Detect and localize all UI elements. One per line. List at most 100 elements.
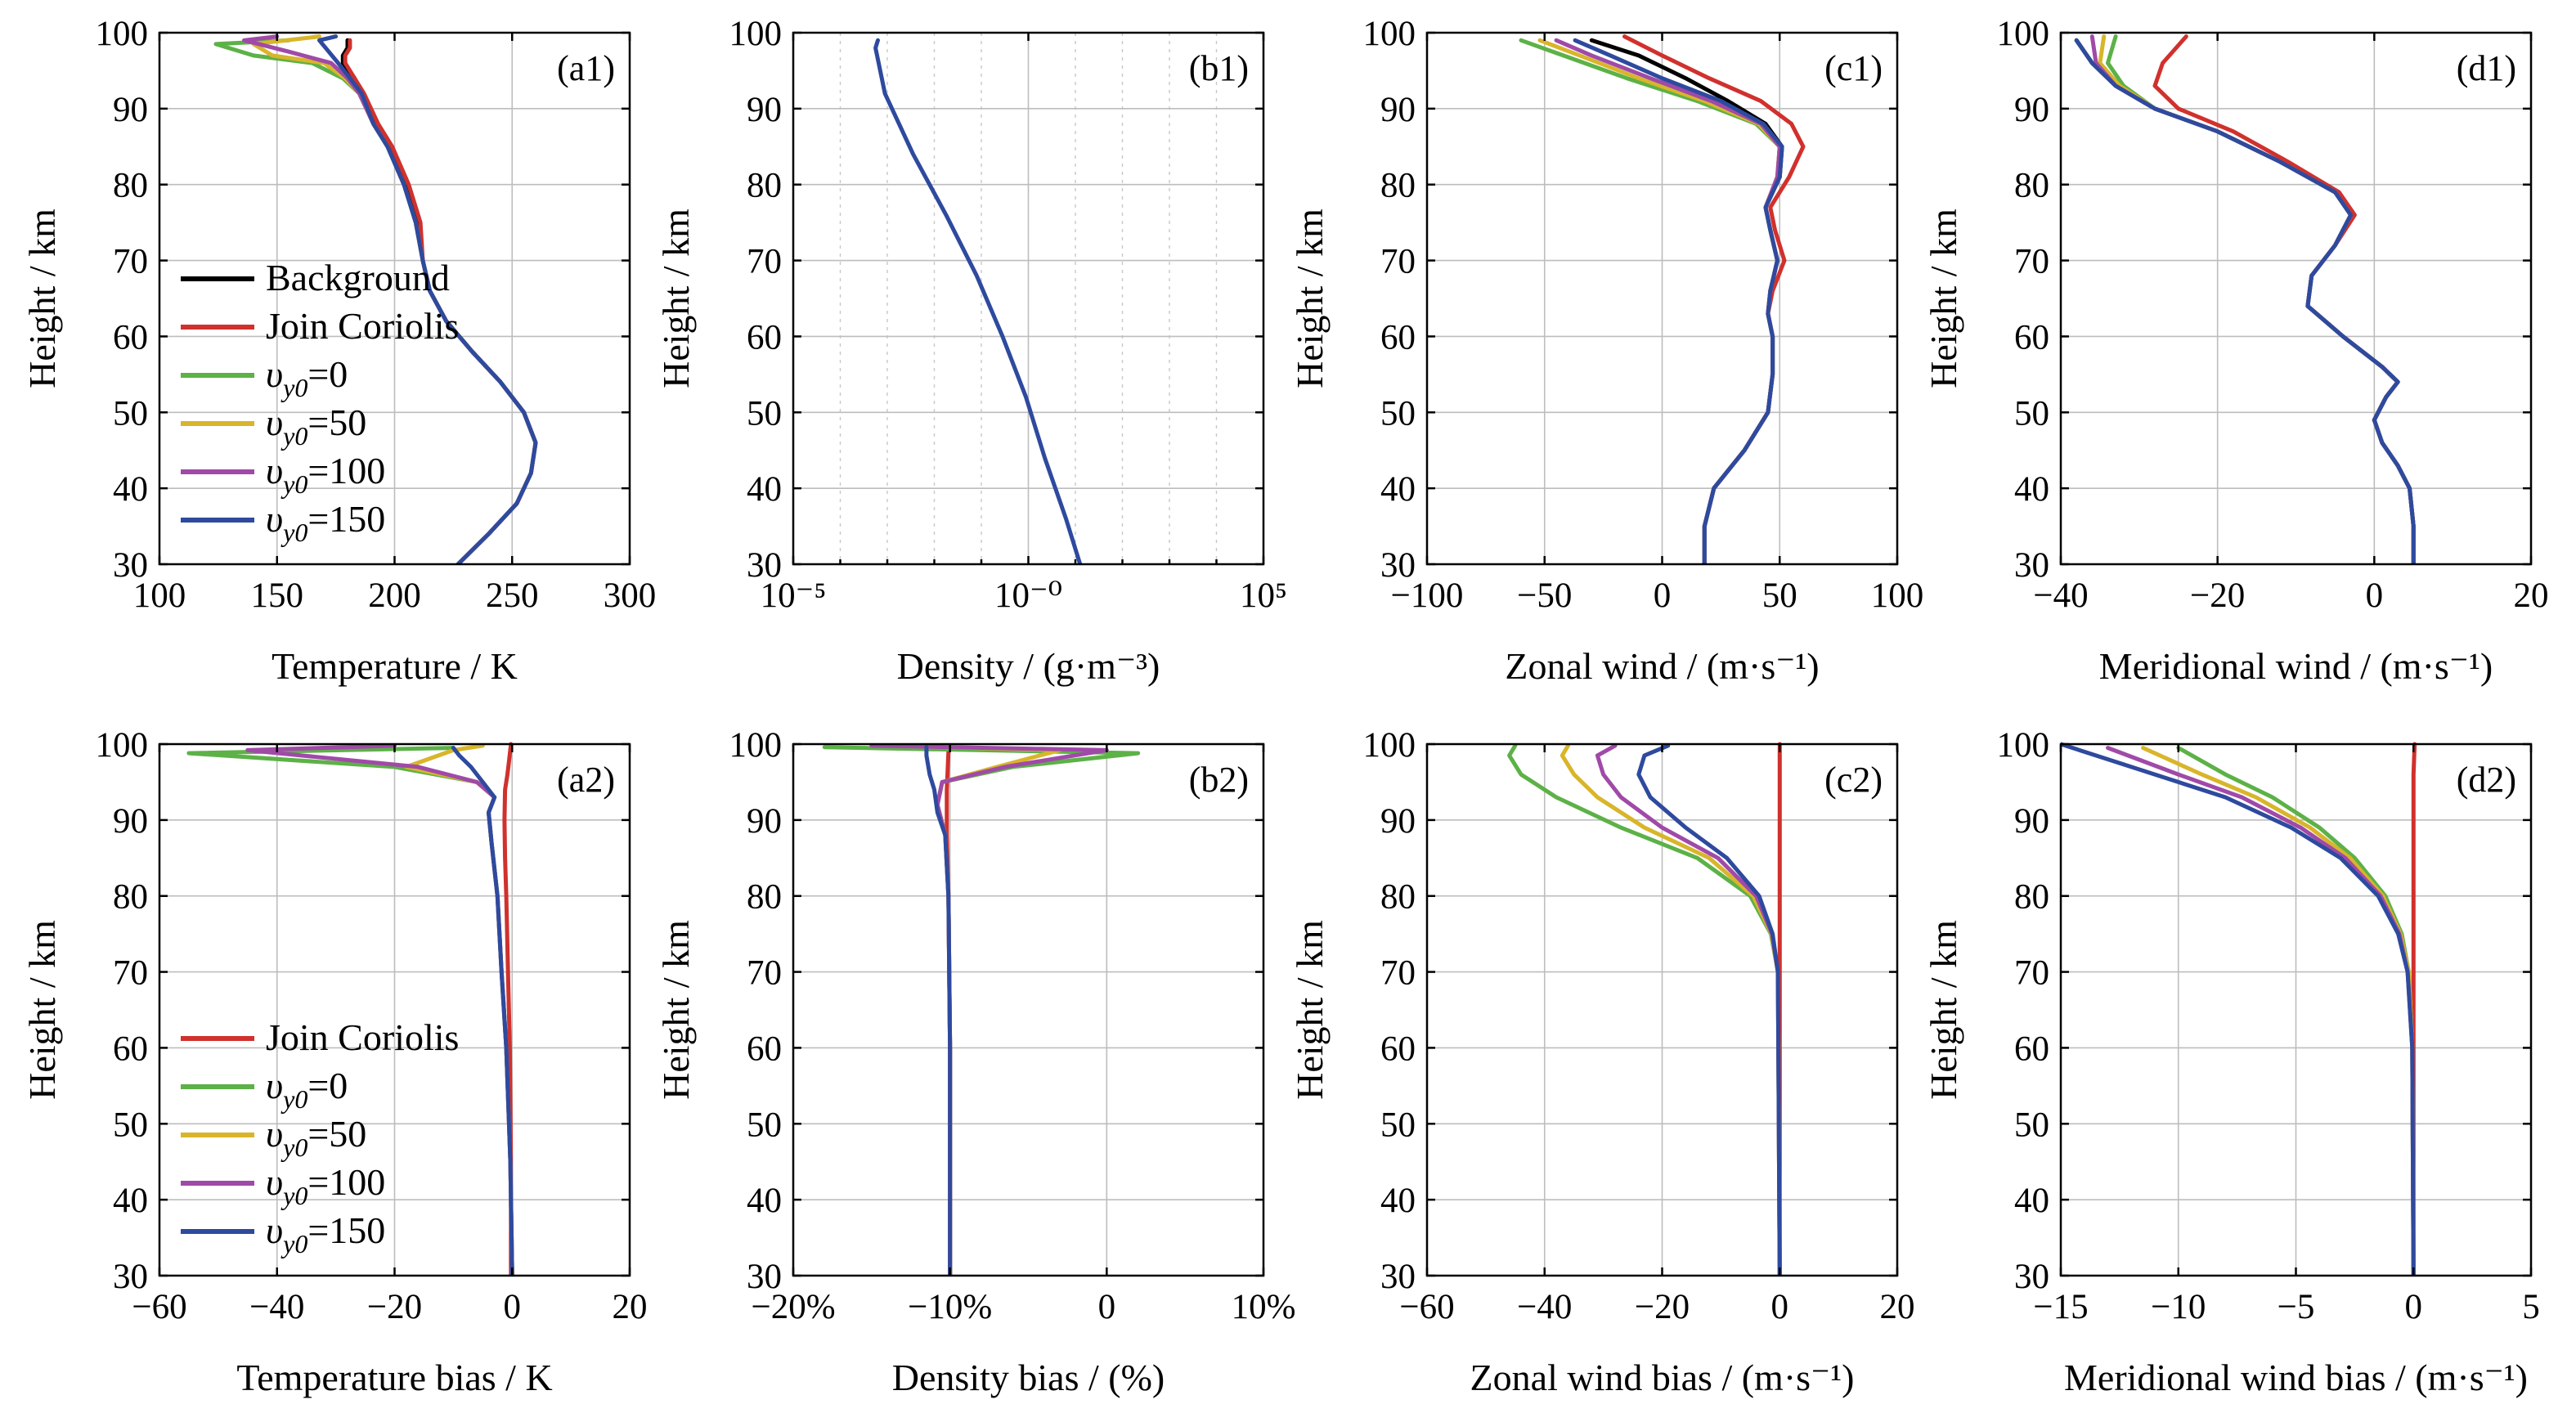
legend-tail-text: =100 — [307, 1161, 385, 1203]
series-line-vy0-150 — [2061, 742, 2416, 1276]
y-tick-label: 60 — [747, 318, 782, 357]
y-tick-label: 30 — [2014, 1258, 2049, 1296]
legend-main-text: υ — [266, 498, 283, 540]
y-tick-label: 100 — [729, 15, 783, 53]
legend-main-text: Background — [266, 257, 450, 298]
y-axis-label: Height / km — [655, 209, 697, 388]
y-tick-label: 50 — [2014, 1106, 2049, 1144]
panel-c2: −60 −40 −20 0 20 30 40 50 60 70 80 90 100 Zonal wind … — [1289, 726, 1915, 1398]
legend-main-text: υ — [266, 450, 283, 491]
x-tick-label: 150 — [251, 576, 304, 615]
series-line-vy0-50 — [2098, 34, 2416, 564]
series-line-vy0-0 — [1519, 38, 1782, 564]
series-line-vy0-150 — [2074, 38, 2416, 564]
y-tick-label: 80 — [1380, 167, 1416, 205]
y-tick-label: 50 — [1380, 394, 1416, 433]
legend-tail-text: =0 — [307, 1065, 348, 1106]
y-tick-label: 70 — [747, 954, 782, 993]
y-axis-label: Height / km — [1923, 209, 1964, 388]
series-line-vy0-50 — [404, 743, 514, 1276]
panel-label: (c2) — [1824, 760, 1883, 800]
y-tick-label: 50 — [113, 394, 148, 433]
x-tick-label: −5 — [2278, 1288, 2315, 1326]
legend-subscript: y0 — [280, 518, 307, 547]
x-tick-label: 300 — [604, 576, 657, 615]
series-line-vy0-100 — [2089, 34, 2416, 564]
y-tick-label: 90 — [2014, 91, 2049, 129]
y-tick-label: 40 — [747, 1182, 782, 1220]
y-axis-label: Height / km — [655, 920, 697, 1100]
plot-frame — [2059, 31, 2533, 566]
y-tick-label: 40 — [747, 470, 782, 509]
x-tick-label: −50 — [1517, 576, 1572, 615]
y-tick-label: 30 — [113, 546, 148, 585]
x-tick-label: 10⁻⁰ — [994, 576, 1062, 615]
y-tick-label: 80 — [2014, 878, 2049, 917]
legend-main-text: υ — [266, 1209, 283, 1251]
legend-main-text: Join Coriolis — [266, 1016, 459, 1058]
panel-c1: −100 −50 0 50 100 30 40 50 60 70 80 90 100 Zonal wind… — [1289, 15, 1923, 687]
y-tick-label: 30 — [2014, 546, 2049, 585]
y-tick-label: 60 — [2014, 1029, 2049, 1068]
y-tick-label: 70 — [1380, 954, 1416, 993]
y-tick-label: 100 — [1363, 726, 1416, 765]
y-tick-label: 70 — [2014, 243, 2049, 281]
panel-label: (b1) — [1189, 48, 1249, 88]
y-tick-label: 90 — [2014, 802, 2049, 841]
x-tick-label: −40 — [1517, 1288, 1572, 1326]
y-tick-label: 90 — [1380, 802, 1416, 841]
y-tick-label: 30 — [113, 1258, 148, 1296]
legend-tail-text: =50 — [307, 1113, 366, 1155]
y-tick-label: 30 — [1380, 546, 1416, 585]
x-tick-label: −60 — [132, 1288, 186, 1326]
x-tick-label: 0 — [1771, 1288, 1789, 1326]
series-line-vy0-150 — [317, 34, 538, 564]
panel-label: (c1) — [1824, 48, 1883, 88]
x-axis-label: Density / (g·m⁻³) — [897, 645, 1160, 687]
panel-label: (a1) — [557, 48, 615, 88]
y-tick-label: 50 — [2014, 394, 2049, 433]
y-tick-label: 90 — [747, 802, 782, 841]
series-line-vy0-100 — [869, 743, 1109, 1276]
y-tick-label: 60 — [2014, 318, 2049, 357]
y-tick-label: 80 — [113, 167, 148, 205]
legend-main-text: υ — [266, 1065, 283, 1106]
y-tick-label: 80 — [747, 878, 782, 917]
x-tick-label: −40 — [2033, 576, 2088, 615]
y-tick-label: 50 — [747, 1106, 782, 1144]
legend-subscript: y0 — [280, 1229, 307, 1258]
y-tick-label: 60 — [1380, 318, 1416, 357]
y-tick-label: 30 — [747, 546, 782, 585]
y-tick-label: 40 — [113, 470, 148, 509]
y-tick-label: 70 — [2014, 954, 2049, 993]
panel-d1: −40 −20 0 20 30 40 50 60 70 80 90 100 Meridional win… — [1923, 15, 2549, 687]
legend-entry: υy0=0 — [266, 1065, 348, 1114]
x-axis-label: Zonal wind bias / (m·s⁻¹) — [1470, 1357, 1855, 1398]
legend-entry: υy0=50 — [266, 1113, 366, 1162]
legend-entry: Join Coriolis — [266, 1016, 459, 1058]
legend-subscript: y0 — [280, 373, 307, 402]
x-tick-label: −20 — [367, 1288, 422, 1326]
x-tick-label: 10⁻⁵ — [761, 576, 827, 615]
y-tick-label: 100 — [96, 15, 149, 53]
y-tick-label: 80 — [2014, 167, 2049, 205]
legend-subscript: y0 — [280, 469, 307, 499]
series-line-vy0-100 — [1554, 38, 1782, 564]
y-tick-label: 100 — [1997, 15, 2050, 53]
series-line-vy0-100 — [2106, 746, 2416, 1276]
y-tick-label: 40 — [2014, 470, 2049, 509]
x-axis-label: Density bias / (%) — [892, 1357, 1165, 1398]
x-tick-label: 10% — [1232, 1288, 1296, 1326]
y-tick-label: 40 — [113, 1182, 148, 1220]
y-axis-label: Height / km — [1289, 920, 1331, 1100]
panel-label: (b2) — [1189, 760, 1249, 800]
series-line-vy0-50 — [1537, 38, 1782, 564]
x-tick-label: 200 — [368, 576, 421, 615]
x-tick-label: −15 — [2033, 1288, 2088, 1326]
panel-b1: 10⁻⁵ 10⁻⁰ 10⁵ 30 40 50 60 70 80 90 100 Density / (g… — [655, 15, 1287, 687]
x-tick-label: 100 — [1871, 576, 1924, 615]
legend-subscript: y0 — [280, 1084, 307, 1114]
series-line-vy0-150 — [873, 38, 1083, 564]
y-tick-label: 60 — [1380, 1029, 1416, 1068]
